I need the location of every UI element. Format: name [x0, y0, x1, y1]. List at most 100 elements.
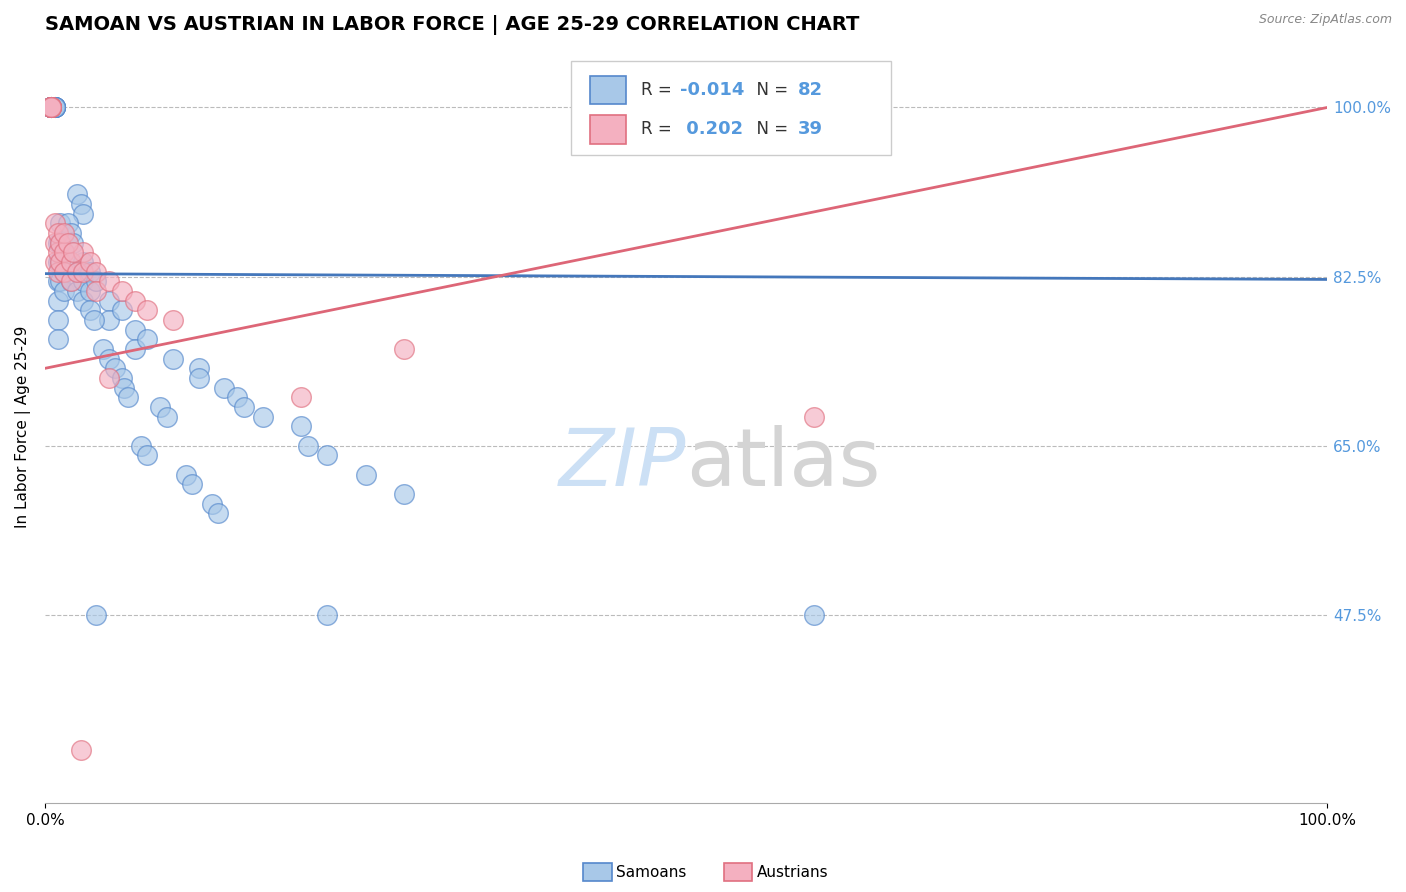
Point — [392, 342, 415, 356]
Point — [69, 743, 91, 757]
Y-axis label: In Labor Force | Age 25-29: In Labor Force | Age 25-29 — [15, 326, 31, 527]
Point — [59, 274, 82, 288]
Point — [46, 245, 69, 260]
Point — [59, 255, 82, 269]
Text: N =: N = — [747, 120, 794, 138]
Point — [111, 303, 134, 318]
Text: N =: N = — [747, 81, 794, 99]
Point — [39, 100, 62, 114]
Point — [112, 381, 135, 395]
Point — [39, 100, 62, 114]
Point — [59, 226, 82, 240]
Point — [803, 607, 825, 622]
Point — [53, 245, 76, 260]
Point — [136, 303, 159, 318]
Point — [53, 226, 76, 240]
Point — [117, 390, 139, 404]
Point — [56, 235, 79, 250]
Point — [72, 274, 94, 288]
Bar — [591, 115, 626, 144]
Point — [59, 255, 82, 269]
Point — [129, 439, 152, 453]
Text: atlas: atlas — [686, 425, 880, 503]
Point — [44, 100, 66, 114]
Point — [49, 216, 72, 230]
Point — [46, 274, 69, 288]
Point — [181, 477, 204, 491]
Point — [53, 265, 76, 279]
Text: ZIP: ZIP — [558, 425, 686, 503]
FancyBboxPatch shape — [571, 61, 891, 155]
Point — [174, 467, 197, 482]
Point — [44, 100, 66, 114]
Point — [156, 409, 179, 424]
Point — [98, 274, 121, 288]
Point — [49, 274, 72, 288]
Point — [91, 342, 114, 356]
Point — [39, 100, 62, 114]
Point — [39, 100, 62, 114]
Point — [44, 100, 66, 114]
Point — [98, 371, 121, 385]
Point — [79, 255, 101, 269]
Bar — [591, 76, 626, 104]
Point — [392, 487, 415, 501]
Point — [39, 100, 62, 114]
Point — [39, 100, 62, 114]
Point — [39, 100, 62, 114]
Point — [46, 313, 69, 327]
Point — [44, 255, 66, 269]
Point — [46, 293, 69, 308]
Point — [149, 400, 172, 414]
Point — [39, 100, 62, 114]
Point — [66, 265, 89, 279]
Point — [84, 274, 107, 288]
Point — [187, 361, 209, 376]
Point — [39, 100, 62, 114]
Point — [44, 100, 66, 114]
Point — [290, 390, 312, 404]
Point — [49, 255, 72, 269]
Point — [44, 100, 66, 114]
Point — [187, 371, 209, 385]
Point — [252, 409, 274, 424]
Point — [53, 245, 76, 260]
Point — [316, 607, 339, 622]
Point — [46, 255, 69, 269]
Point — [49, 235, 72, 250]
Point — [49, 255, 72, 269]
Point — [46, 332, 69, 346]
Text: Samoans: Samoans — [616, 865, 686, 880]
Point — [62, 245, 84, 260]
Point — [39, 100, 62, 114]
Point — [111, 284, 134, 298]
Point — [46, 265, 69, 279]
Point — [316, 448, 339, 462]
Point — [44, 100, 66, 114]
Point — [66, 265, 89, 279]
Text: Austrians: Austrians — [756, 865, 828, 880]
Point — [72, 245, 94, 260]
Point — [803, 409, 825, 424]
Point — [79, 303, 101, 318]
Point — [84, 607, 107, 622]
Point — [124, 323, 146, 337]
Point — [39, 100, 62, 114]
Text: Source: ZipAtlas.com: Source: ZipAtlas.com — [1258, 13, 1392, 27]
Point — [44, 100, 66, 114]
Point — [124, 342, 146, 356]
Point — [226, 390, 249, 404]
Point — [98, 351, 121, 366]
Point — [39, 100, 62, 114]
Point — [79, 284, 101, 298]
Point — [136, 448, 159, 462]
Point — [49, 235, 72, 250]
Point — [104, 361, 127, 376]
Point — [79, 265, 101, 279]
Point — [297, 439, 319, 453]
Point — [84, 284, 107, 298]
Point — [53, 265, 76, 279]
Point — [111, 371, 134, 385]
Point — [66, 187, 89, 202]
Point — [39, 100, 62, 114]
